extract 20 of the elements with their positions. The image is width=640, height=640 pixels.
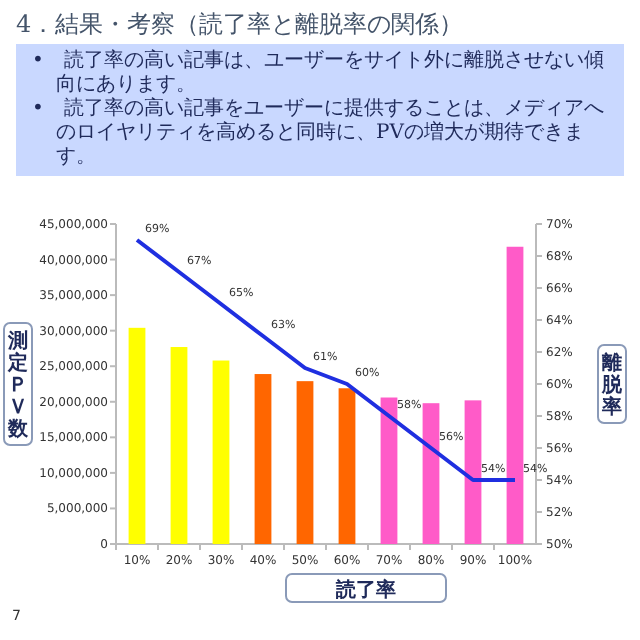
y-axis-title: 測定ＰＶ数	[3, 322, 33, 446]
bar	[464, 400, 482, 544]
x-axis-title: 読了率	[334, 578, 396, 602]
line-series	[135, 238, 517, 482]
bar	[338, 388, 356, 544]
y2-axis-title: 離脱率	[597, 344, 627, 424]
y-axis-title: 測定ＰＶ数	[6, 329, 30, 441]
text: • 読了率の高い記事は、ユーザーをサイト外に離脱させない傾向にあります。	[32, 50, 606, 97]
bar	[422, 403, 440, 544]
y2-axis-title: 離脱率	[600, 351, 624, 419]
bar	[212, 360, 230, 544]
bar	[296, 381, 314, 544]
text: • 読了率の高い記事をユーザーに提供することは、メディアへのロイヤリティを高めると同時に、PVの増大が期待できます。	[32, 98, 606, 170]
bar	[506, 246, 524, 544]
x-axis-title: 読了率	[285, 573, 447, 603]
bar	[170, 347, 188, 544]
bar	[128, 327, 146, 544]
bar	[254, 374, 272, 544]
chart-title: 4．結果・考察（読了率と離脱率の関係）	[16, 8, 464, 42]
bar	[380, 397, 398, 544]
